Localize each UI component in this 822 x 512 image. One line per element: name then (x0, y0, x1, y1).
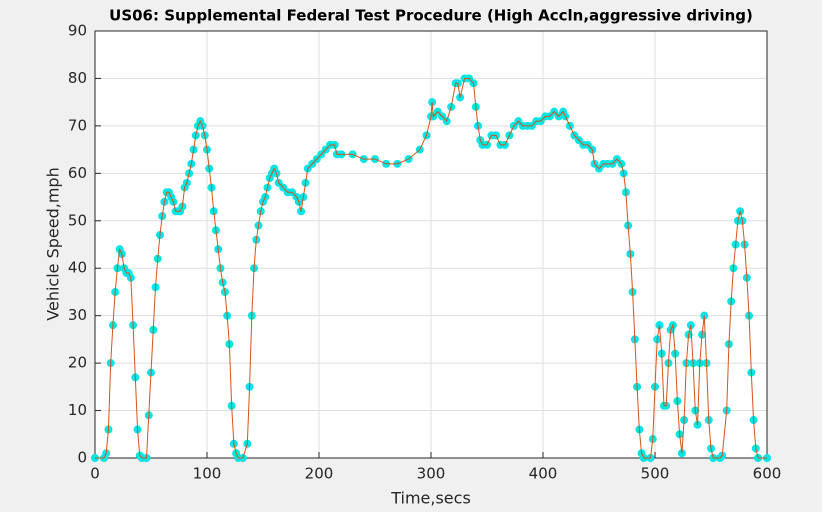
x-tick-label: 600 (753, 465, 782, 483)
y-axis-label: Vehicle Speed,mph (44, 167, 63, 320)
y-tick-label: 60 (68, 164, 87, 182)
x-tick-label: 500 (641, 465, 670, 483)
x-tick-label: 300 (417, 465, 446, 483)
y-tick-label: 30 (68, 306, 87, 324)
x-tick-label: 0 (90, 465, 100, 483)
y-tick-label: 90 (68, 22, 87, 40)
x-axis-label: Time,secs (390, 489, 471, 508)
y-tick-label: 10 (68, 401, 87, 419)
y-tick-label: 80 (68, 69, 87, 87)
x-tick-label: 400 (529, 465, 558, 483)
speed-line (95, 77, 767, 459)
y-tick-label: 40 (68, 259, 87, 277)
y-tick-label: 20 (68, 354, 87, 372)
chart-title: US06: Supplemental Federal Test Procedur… (109, 7, 753, 25)
y-tick-label: 50 (68, 211, 87, 229)
y-tick-label: 0 (77, 449, 87, 467)
x-tick-label: 200 (305, 465, 334, 483)
axes-box (94, 30, 768, 459)
y-tick-label: 70 (68, 116, 87, 134)
x-tick-label: 100 (193, 465, 222, 483)
